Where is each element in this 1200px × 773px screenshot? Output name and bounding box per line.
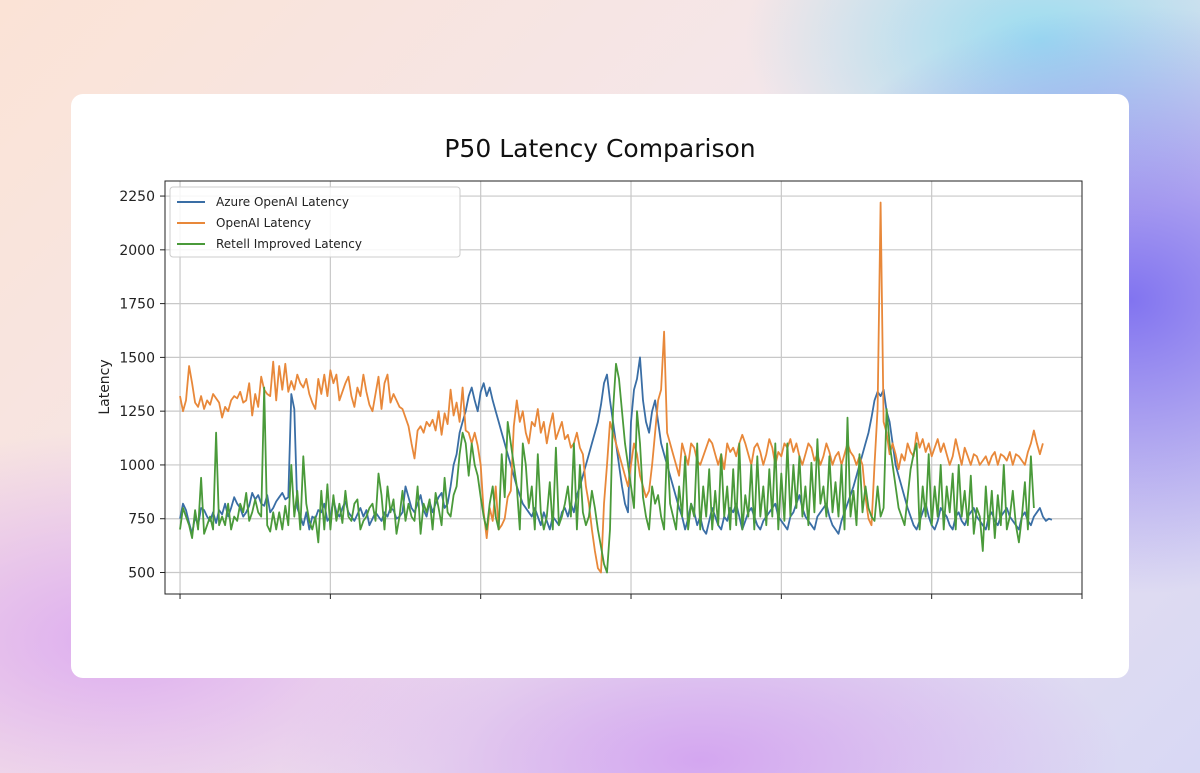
legend-label: Azure OpenAI Latency (216, 195, 349, 209)
series-lines (179, 201, 1053, 574)
plot-frame (164, 180, 1083, 595)
y-tick-label: 1500 (119, 350, 155, 366)
chart-card: P50 Latency Comparison 500 750 1000 1250 150… (71, 94, 1129, 678)
series-line-2 (179, 201, 1044, 574)
x-axis-ticks (179, 594, 1083, 599)
y-tick-label: 1250 (119, 404, 155, 420)
legend-label: OpenAI Latency (216, 216, 311, 230)
legend-label: Retell Improved Latency (216, 237, 362, 251)
line-chart: 500 750 1000 1250 1500 1750 2000 2250 Latency A… (97, 180, 1083, 599)
chart-title: P50 Latency Comparison (444, 134, 756, 163)
y-tick-label: 500 (128, 565, 155, 581)
y-tick-label: 1000 (119, 458, 155, 474)
y-tick-label: 750 (128, 512, 155, 528)
y-tick-label: 1750 (119, 297, 155, 313)
y-axis-ticks: 500 750 1000 1250 1500 1750 2000 2250 (119, 189, 165, 581)
series-line-3 (179, 362, 1035, 574)
legend-box (169, 186, 461, 258)
legend: Azure OpenAI Latency OpenAI Latency Retell… (169, 186, 461, 258)
y-tick-label: 2000 (119, 243, 155, 259)
y-axis-label: Latency (97, 359, 113, 414)
y-tick-label: 2250 (119, 189, 155, 205)
